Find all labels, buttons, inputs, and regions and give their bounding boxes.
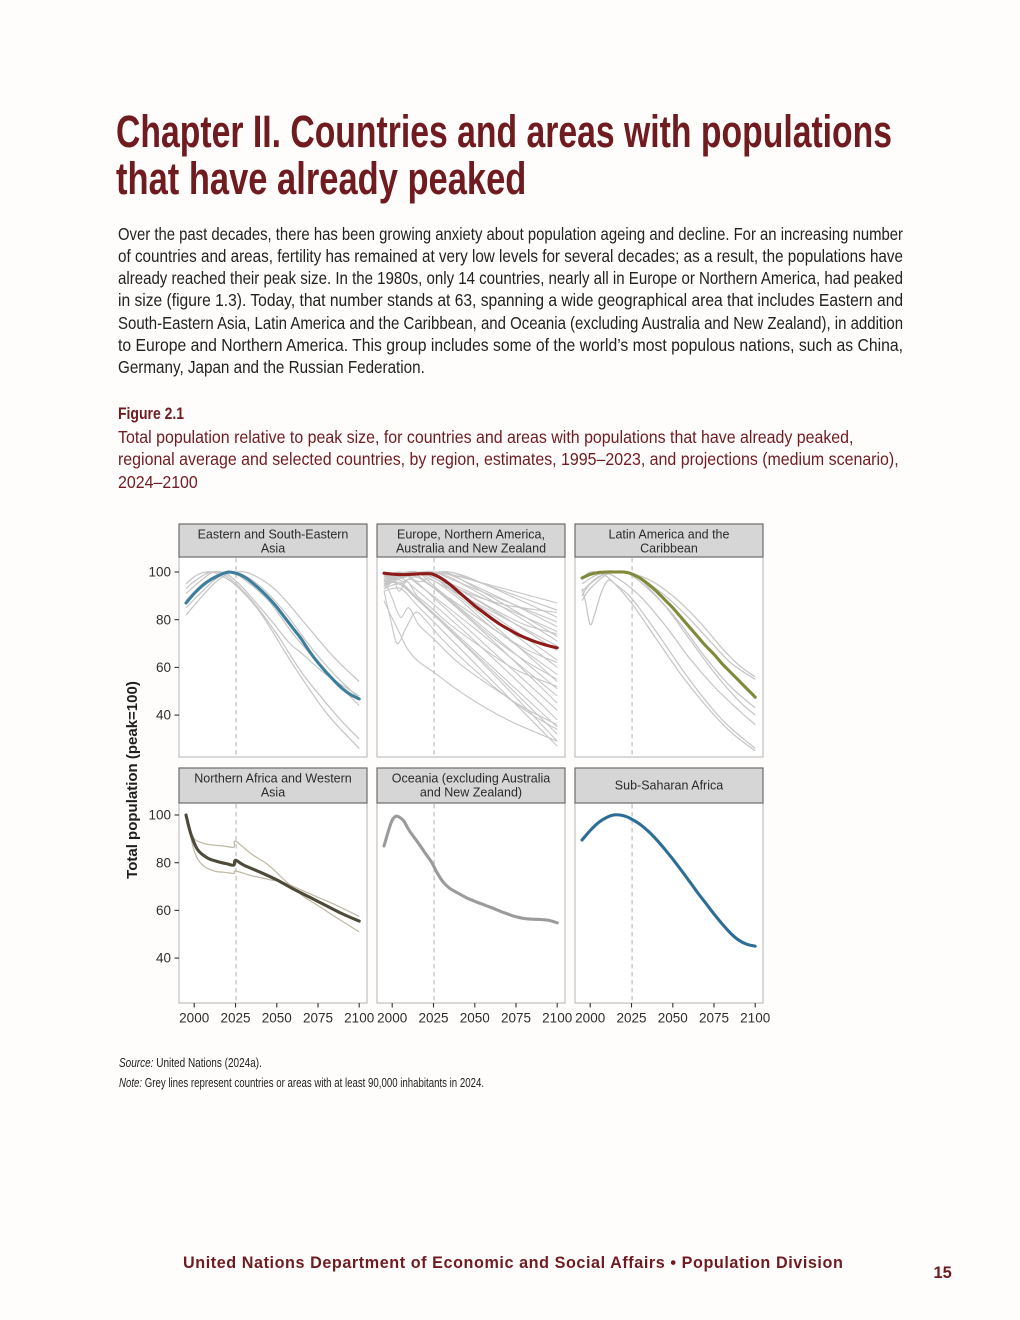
svg-text:2050: 2050 — [460, 1011, 490, 1026]
svg-text:Asia: Asia — [261, 542, 285, 556]
svg-text:and New Zealand): and New Zealand) — [420, 786, 522, 800]
svg-text:Total population (peak=100): Total population (peak=100) — [124, 681, 141, 879]
svg-text:2050: 2050 — [658, 1011, 688, 1026]
svg-text:Eastern and South-Eastern: Eastern and South-Eastern — [198, 528, 349, 542]
svg-text:60: 60 — [156, 903, 171, 918]
svg-text:2025: 2025 — [220, 1011, 250, 1026]
svg-text:Asia: Asia — [261, 786, 285, 800]
svg-text:80: 80 — [156, 612, 171, 627]
svg-text:2100: 2100 — [344, 1011, 374, 1026]
svg-text:2075: 2075 — [303, 1011, 333, 1026]
svg-text:Latin America and the: Latin America and the — [609, 528, 730, 542]
svg-text:2100: 2100 — [740, 1011, 770, 1026]
svg-text:Europe, Northern America,: Europe, Northern America, — [397, 528, 545, 542]
svg-text:2050: 2050 — [262, 1011, 292, 1026]
svg-text:2075: 2075 — [501, 1011, 531, 1026]
svg-text:Australia and New Zealand: Australia and New Zealand — [396, 542, 546, 556]
svg-text:40: 40 — [156, 708, 171, 723]
svg-text:80: 80 — [156, 855, 171, 870]
svg-text:100: 100 — [148, 565, 171, 580]
svg-text:Oceania (excluding Australia: Oceania (excluding Australia — [392, 772, 550, 786]
svg-text:2000: 2000 — [575, 1011, 605, 1026]
svg-text:2075: 2075 — [699, 1011, 729, 1026]
svg-text:2000: 2000 — [377, 1011, 407, 1026]
svg-text:100: 100 — [148, 808, 171, 823]
svg-text:Caribbean: Caribbean — [640, 542, 698, 556]
svg-text:60: 60 — [156, 660, 171, 675]
svg-text:40: 40 — [156, 951, 171, 966]
svg-text:Northern Africa and Western: Northern Africa and Western — [194, 772, 352, 786]
svg-text:2025: 2025 — [616, 1011, 646, 1026]
svg-text:2025: 2025 — [418, 1011, 448, 1026]
svg-text:2000: 2000 — [179, 1011, 209, 1026]
svg-text:Sub-Saharan Africa: Sub-Saharan Africa — [615, 779, 723, 793]
svg-text:2100: 2100 — [542, 1011, 572, 1026]
